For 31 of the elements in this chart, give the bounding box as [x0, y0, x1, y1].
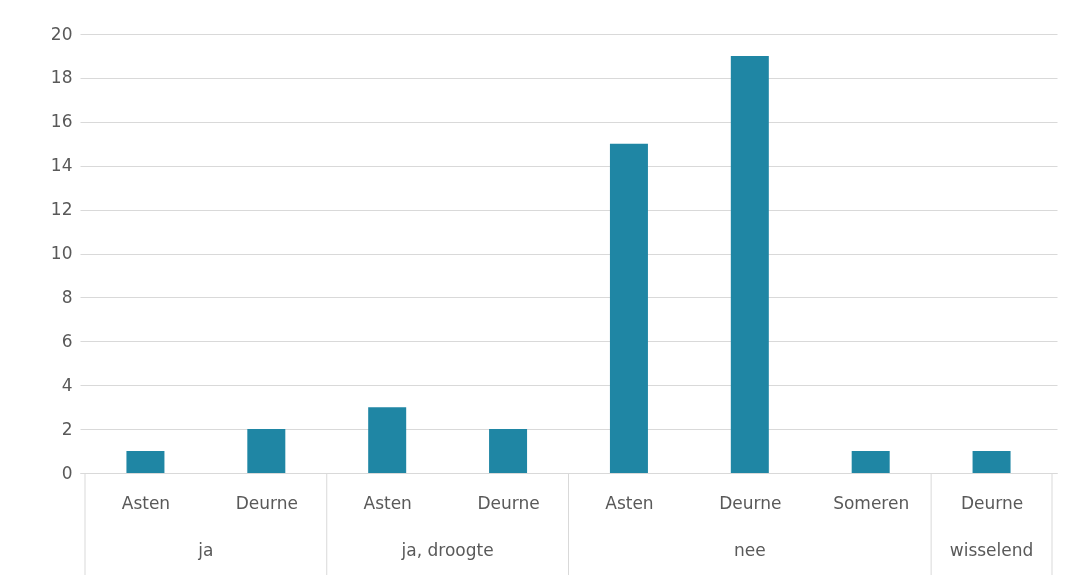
- x-tick-label: Deurne: [719, 492, 782, 513]
- y-tick-label: 10: [50, 243, 73, 263]
- y-tick-label: 0: [61, 462, 73, 483]
- bar: [972, 451, 1011, 473]
- x-tick-label: Deurne: [960, 492, 1024, 513]
- x-tick-label: Asten: [121, 492, 171, 513]
- y-tick-label: 16: [50, 111, 73, 132]
- bar: [730, 55, 769, 473]
- y-tick-label: 12: [50, 199, 73, 220]
- x-tick-label: Deurne: [477, 492, 540, 513]
- y-tick-label: 2: [61, 418, 73, 439]
- y-tick-label: 4: [61, 374, 73, 395]
- y-tick-label: 14: [50, 155, 73, 176]
- y-tick-label: 20: [50, 23, 73, 44]
- bar: [247, 429, 286, 473]
- x-tick-label: Asten: [363, 492, 412, 513]
- bar: [126, 451, 165, 473]
- text: nee: [733, 540, 766, 560]
- text: wisselend: [949, 540, 1034, 560]
- bar: [851, 451, 890, 473]
- x-tick-label: Someren: [833, 492, 910, 513]
- y-tick-label: 8: [61, 286, 73, 307]
- y-tick-label: 18: [50, 67, 73, 88]
- bar: [609, 143, 648, 473]
- text: ja: [197, 540, 214, 560]
- text: ja, droogte: [400, 540, 494, 560]
- bar: [368, 407, 407, 473]
- x-tick-label: Asten: [605, 492, 654, 513]
- x-tick-label: Deurne: [235, 492, 298, 513]
- bar: [489, 429, 528, 473]
- y-tick-label: 6: [61, 330, 73, 351]
